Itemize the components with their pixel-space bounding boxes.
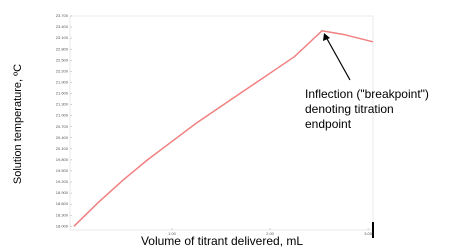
y-tick-label: 22.200 [56,68,69,73]
y-tick-label: 18.600 [56,201,69,206]
annotation: denoting titration [305,102,394,116]
y-tick-label: 21.600 [56,91,69,96]
y-tick-label: 23.400 [56,24,69,29]
annotation: Inflection ("breakpoint") [305,87,429,101]
y-tick-label: 21.000 [56,113,69,118]
y-tick-label: 22.800 [56,46,69,51]
y-tick-label: 20.400 [56,135,69,140]
y-tick-label: 21.900 [56,79,69,84]
y-tick-label: 23.700 [56,13,69,18]
y-tick-label: 18.000 [56,223,69,228]
annotation: endpoint [305,117,352,131]
y-tick-label: 18.300 [56,212,69,217]
x-axis-label: Volume of titrant delivered, mL [141,234,303,248]
annotation-arrow [325,36,351,81]
y-tick-label: 23.100 [56,35,69,40]
x-tick-label: 2.00 [266,231,275,236]
y-axis-label: Solution temperature, ºC [12,64,24,184]
y-tick-label: 19.500 [56,168,69,173]
y-tick-label: 19.800 [56,157,69,162]
y-tick-label: 22.500 [56,57,69,62]
y-tick-label: 19.200 [56,179,69,184]
y-tick-label: 20.100 [56,146,69,151]
x-tick-label: 3.00 [364,231,373,236]
line [73,29,374,227]
y-tick-label: 20.700 [56,124,69,129]
y-tick-label: 21.300 [56,102,69,107]
arrow-head [323,33,330,41]
x-tick-label: 1.00 [168,231,177,236]
plot-area [69,15,374,231]
y-tick-label: 18.900 [56,190,69,195]
